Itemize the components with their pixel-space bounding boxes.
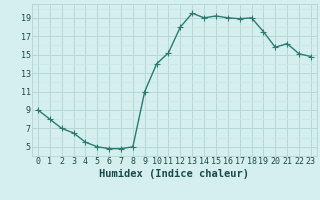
X-axis label: Humidex (Indice chaleur): Humidex (Indice chaleur) <box>100 169 249 179</box>
